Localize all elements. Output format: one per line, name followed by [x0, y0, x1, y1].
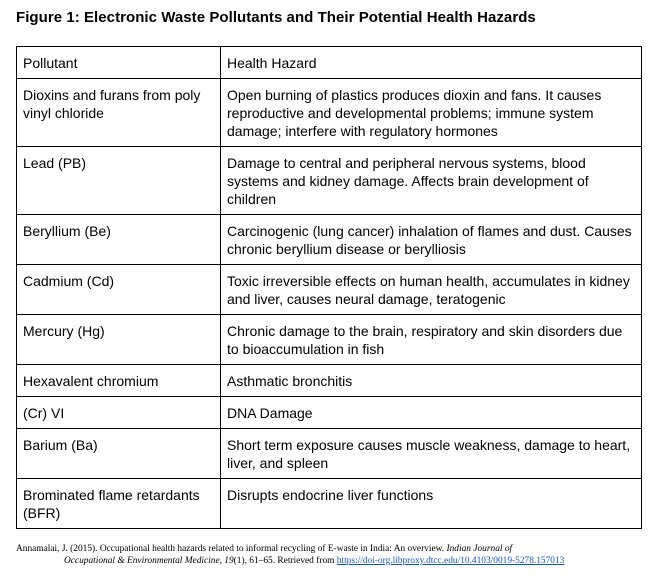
- header-pollutant: Pollutant: [16, 46, 221, 79]
- hazard-cell: Short term exposure causes muscle weakne…: [220, 428, 642, 479]
- hazard-cell: Toxic irreversible effects on human heal…: [220, 264, 642, 315]
- header-health-hazard: Health Hazard: [220, 46, 642, 79]
- citation-journal-title: Indian Journal of: [446, 544, 513, 554]
- table-row: (Cr) VI DNA Damage: [16, 396, 642, 429]
- table-row: Mercury (Hg) Chronic damage to the brain…: [16, 314, 642, 365]
- hazard-cell: DNA Damage: [220, 396, 642, 429]
- hazard-cell: Asthmatic bronchitis: [220, 364, 642, 397]
- pollutant-cell: Cadmium (Cd): [16, 264, 221, 315]
- citation: Annamalai, J. (2015). Occupational healt…: [16, 543, 646, 567]
- table-header-row: Pollutant Health Hazard: [16, 46, 642, 79]
- hazard-cell: Open burning of plastics produces dioxin…: [220, 78, 642, 147]
- citation-doi-link[interactable]: https://doi-org.libproxy.dtcc.edu/10.410…: [336, 556, 565, 566]
- citation-issue-pages: (1), 61–65. Retrieved from: [233, 556, 337, 566]
- table-row: Brominated flame retardants (BFR) Disrup…: [16, 478, 642, 529]
- table-row: Beryllium (Be) Carcinogenic (lung cancer…: [16, 214, 642, 265]
- pollutant-cell: Dioxins and furans from poly vinyl chlor…: [16, 78, 221, 147]
- citation-line-2: Occupational & Environmental Medicine, 1…: [16, 555, 646, 567]
- citation-text: Annamalai, J. (2015). Occupational healt…: [16, 544, 447, 554]
- pollutant-cell: Barium (Ba): [16, 428, 221, 479]
- pollutant-hazard-table: Pollutant Health Hazard Dioxins and fura…: [16, 46, 642, 529]
- hazard-cell: Chronic damage to the brain, respiratory…: [220, 314, 642, 365]
- pollutant-cell: Brominated flame retardants (BFR): [16, 478, 221, 529]
- citation-line-1: Annamalai, J. (2015). Occupational healt…: [16, 543, 646, 555]
- pollutant-cell: Mercury (Hg): [16, 314, 221, 365]
- table-row: Hexavalent chromium Asthmatic bronchitis: [16, 364, 642, 397]
- table-row: Cadmium (Cd) Toxic irreversible effects …: [16, 264, 642, 315]
- pollutant-cell: (Cr) VI: [16, 396, 221, 429]
- pollutant-cell: Beryllium (Be): [16, 214, 221, 265]
- citation-journal-volume: Occupational & Environmental Medicine, 1…: [64, 556, 234, 566]
- table-row: Dioxins and furans from poly vinyl chlor…: [16, 78, 642, 147]
- table-row: Lead (PB) Damage to central and peripher…: [16, 146, 642, 215]
- table-row: Barium (Ba) Short term exposure causes m…: [16, 428, 642, 479]
- pollutant-cell: Lead (PB): [16, 146, 221, 215]
- figure-title: Figure 1: Electronic Waste Pollutants an…: [16, 9, 536, 26]
- hazard-cell: Carcinogenic (lung cancer) inhalation of…: [220, 214, 642, 265]
- hazard-cell: Disrupts endocrine liver functions: [220, 478, 642, 529]
- hazard-cell: Damage to central and peripheral nervous…: [220, 146, 642, 215]
- pollutant-cell: Hexavalent chromium: [16, 364, 221, 397]
